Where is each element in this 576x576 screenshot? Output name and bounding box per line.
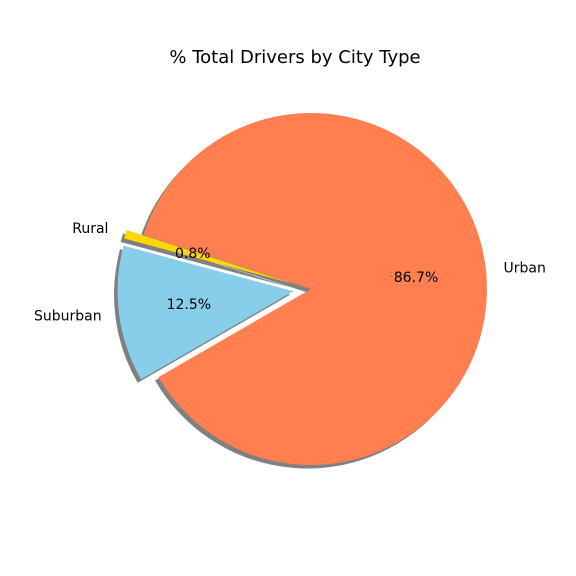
pct-label-suburban: 12.5% <box>167 297 211 313</box>
slice-suburban <box>117 245 294 380</box>
pie-slices <box>117 113 487 466</box>
chart-title: % Total Drivers by City Type <box>169 47 420 68</box>
slice-urban <box>143 113 487 466</box>
pct-label-rural: 0.8% <box>175 246 211 262</box>
slice-label-urban: Urban <box>504 261 546 277</box>
slice-label-suburban: Suburban <box>34 309 102 325</box>
slice-label-rural: Rural <box>72 221 108 237</box>
slice-rural <box>124 229 295 285</box>
slice-labels: Urban 86.7% Rural 0.8% Suburban 12.5% <box>34 221 546 324</box>
pct-label-urban: 86.7% <box>394 270 438 286</box>
